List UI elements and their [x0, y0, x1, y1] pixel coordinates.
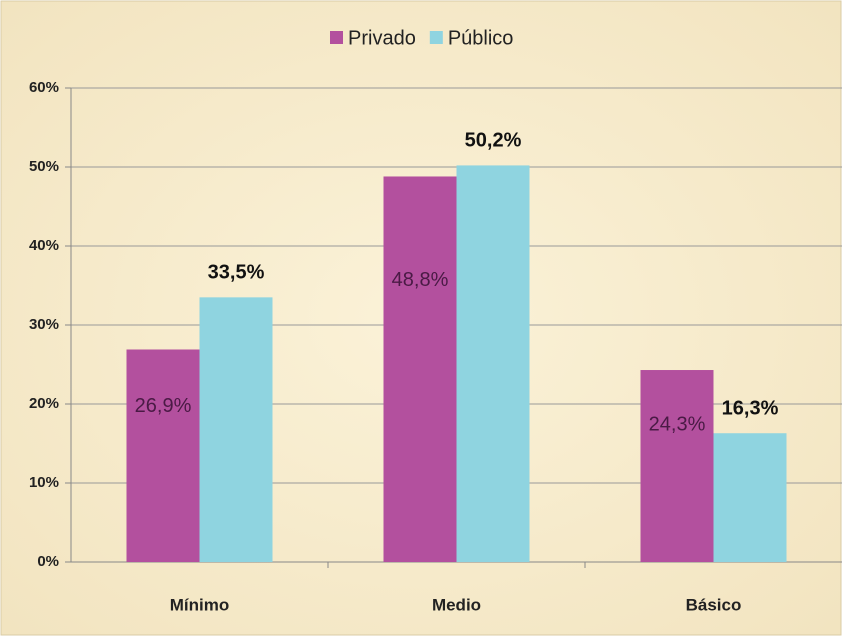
- legend-label: Público: [448, 27, 514, 49]
- legend-label: Privado: [348, 27, 416, 49]
- y-tick-label: 50%: [29, 158, 59, 175]
- y-tick-label: 20%: [29, 395, 59, 412]
- y-tick-label: 10%: [29, 474, 59, 491]
- value-label: 48,8%: [392, 269, 449, 291]
- bar: [126, 349, 200, 562]
- y-tick-label: 30%: [29, 316, 59, 333]
- x-tick-label: Mínimo: [170, 595, 230, 614]
- bar: [383, 176, 457, 563]
- y-tick-label: 40%: [29, 237, 59, 254]
- value-label: 26,9%: [135, 395, 192, 417]
- value-label: 50,2%: [465, 130, 522, 152]
- value-label: 16,3%: [722, 398, 779, 420]
- value-label: 33,5%: [208, 262, 265, 284]
- x-tick-label: Básico: [686, 595, 742, 614]
- bar: [640, 370, 714, 562]
- y-tick-label: 60%: [29, 79, 59, 96]
- bar: [456, 165, 530, 563]
- bar: [713, 433, 787, 562]
- x-tick-label: Medio: [432, 595, 481, 614]
- legend-swatch: [429, 31, 443, 44]
- y-tick-label: 0%: [37, 553, 59, 570]
- bar: [199, 297, 273, 562]
- legend-swatch: [330, 31, 343, 44]
- value-label: 24,3%: [649, 413, 706, 435]
